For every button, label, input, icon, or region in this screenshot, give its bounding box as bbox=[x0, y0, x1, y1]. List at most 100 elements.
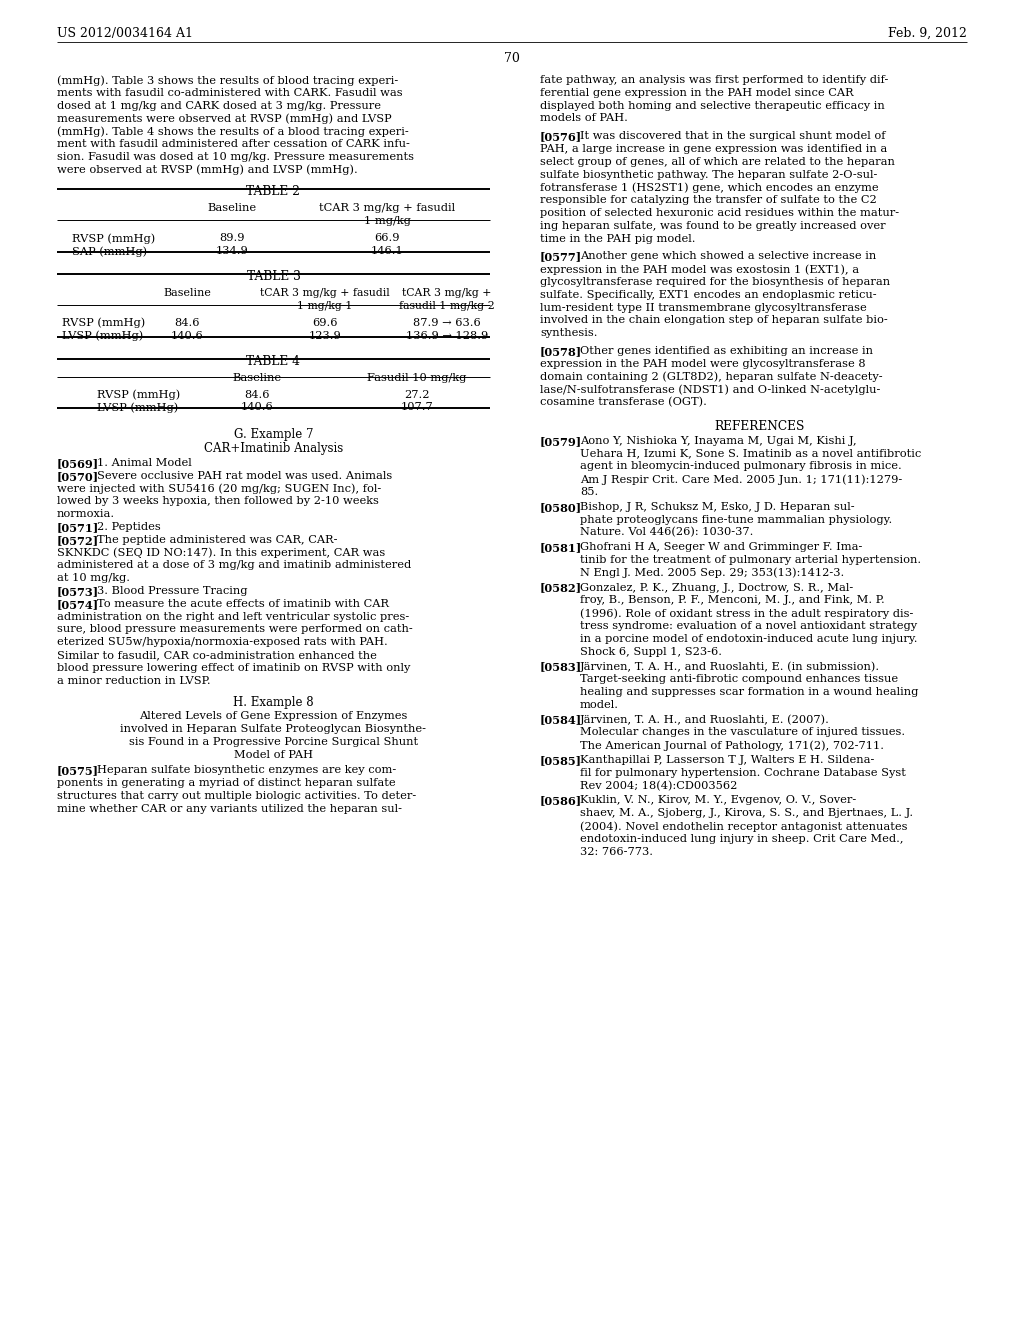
Text: (1996). Role of oxidant stress in the adult respiratory dis-: (1996). Role of oxidant stress in the ad… bbox=[580, 609, 913, 619]
Text: Am J Respir Crit. Care Med. 2005 Jun. 1; 171(11):1279-: Am J Respir Crit. Care Med. 2005 Jun. 1;… bbox=[580, 474, 902, 484]
Text: 85.: 85. bbox=[580, 487, 598, 498]
Text: endotoxin-induced lung injury in sheep. Crit Care Med.,: endotoxin-induced lung injury in sheep. … bbox=[580, 834, 903, 843]
Text: fil for pulmonary hypertension. Cochrane Database Syst: fil for pulmonary hypertension. Cochrane… bbox=[580, 768, 906, 777]
Text: agent in bleomycin-induced pulmonary fibrosis in mice.: agent in bleomycin-induced pulmonary fib… bbox=[580, 462, 902, 471]
Text: healing and suppresses scar formation in a wound healing: healing and suppresses scar formation in… bbox=[580, 686, 919, 697]
Text: 1 mg/kg: 1 mg/kg bbox=[364, 216, 411, 226]
Text: Target-seeking anti-fibrotic compound enhances tissue: Target-seeking anti-fibrotic compound en… bbox=[580, 675, 898, 684]
Text: 146.1: 146.1 bbox=[371, 246, 403, 256]
Text: TABLE 2: TABLE 2 bbox=[247, 185, 300, 198]
Text: RVSP (mmHg): RVSP (mmHg) bbox=[62, 318, 145, 329]
Text: US 2012/0034164 A1: US 2012/0034164 A1 bbox=[57, 26, 193, 40]
Text: 1 mg/kg-1: 1 mg/kg-1 bbox=[297, 301, 352, 310]
Text: sis Found in a Progressive Porcine Surgical Shunt: sis Found in a Progressive Porcine Surgi… bbox=[129, 737, 418, 747]
Text: RVSP (mmHg): RVSP (mmHg) bbox=[72, 234, 156, 244]
Text: LVSP (mmHg): LVSP (mmHg) bbox=[62, 330, 143, 341]
Text: N Engl J. Med. 2005 Sep. 29; 353(13):1412-3.: N Engl J. Med. 2005 Sep. 29; 353(13):141… bbox=[580, 568, 844, 578]
Text: Ghofrani H A, Seeger W and Grimminger F. Ima-: Ghofrani H A, Seeger W and Grimminger F.… bbox=[580, 543, 862, 552]
Text: 84.6: 84.6 bbox=[245, 389, 269, 400]
Text: The American Journal of Pathology, 171(2), 702-711.: The American Journal of Pathology, 171(2… bbox=[580, 741, 884, 751]
Text: 3. Blood Pressure Tracing: 3. Blood Pressure Tracing bbox=[97, 586, 248, 597]
Text: Bishop, J R, Schuksz M, Esko, J D. Heparan sul-: Bishop, J R, Schuksz M, Esko, J D. Hepar… bbox=[580, 502, 855, 512]
Text: 87.9 → 63.6: 87.9 → 63.6 bbox=[413, 318, 481, 327]
Text: froy, B., Benson, P. F., Menconi, M. J., and Fink, M. P.: froy, B., Benson, P. F., Menconi, M. J.,… bbox=[580, 595, 885, 606]
Text: H. Example 8: H. Example 8 bbox=[233, 697, 313, 709]
Text: TABLE 4: TABLE 4 bbox=[247, 355, 300, 367]
Text: administered at a dose of 3 mg/kg and imatinib administered: administered at a dose of 3 mg/kg and im… bbox=[57, 561, 412, 570]
Text: administration on the right and left ventricular systolic pres-: administration on the right and left ven… bbox=[57, 611, 410, 622]
Text: responsible for catalyzing the transfer of sulfate to the C2: responsible for catalyzing the transfer … bbox=[540, 195, 877, 205]
Text: model.: model. bbox=[580, 700, 618, 710]
Text: [0570]: [0570] bbox=[57, 471, 99, 482]
Text: Feb. 9, 2012: Feb. 9, 2012 bbox=[888, 26, 967, 40]
Text: measurements were observed at RVSP (mmHg) and LVSP: measurements were observed at RVSP (mmHg… bbox=[57, 114, 391, 124]
Text: lum-resident type II transmembrane glycosyltransferase: lum-resident type II transmembrane glyco… bbox=[540, 302, 866, 313]
Text: sulfate. Specifically, EXT1 encodes an endoplasmic reticu-: sulfate. Specifically, EXT1 encodes an e… bbox=[540, 290, 877, 300]
Text: ing heparan sulfate, was found to be greatly increased over: ing heparan sulfate, was found to be gre… bbox=[540, 220, 886, 231]
Text: Uehara H, Izumi K, Sone S. Imatinib as a novel antifibrotic: Uehara H, Izumi K, Sone S. Imatinib as a… bbox=[580, 449, 922, 458]
Text: 140.6: 140.6 bbox=[171, 330, 204, 341]
Text: 27.2: 27.2 bbox=[404, 389, 430, 400]
Text: 32: 766-773.: 32: 766-773. bbox=[580, 846, 653, 857]
Text: Molecular changes in the vasculature of injured tissues.: Molecular changes in the vasculature of … bbox=[580, 727, 905, 738]
Text: Kuklin, V. N., Kirov, M. Y., Evgenov, O. V., Sover-: Kuklin, V. N., Kirov, M. Y., Evgenov, O.… bbox=[580, 796, 856, 805]
Text: Järvinen, T. A. H., and Ruoslahti, E. (in submission).: Järvinen, T. A. H., and Ruoslahti, E. (i… bbox=[580, 661, 880, 672]
Text: To measure the acute effects of imatinib with CAR: To measure the acute effects of imatinib… bbox=[97, 599, 389, 609]
Text: (2004). Novel endothelin receptor antagonist attenuates: (2004). Novel endothelin receptor antago… bbox=[580, 821, 907, 832]
Text: [0580]: [0580] bbox=[540, 502, 582, 512]
Text: lowed by 3 weeks hypoxia, then followed by 2-10 weeks: lowed by 3 weeks hypoxia, then followed … bbox=[57, 496, 379, 507]
Text: [0578]: [0578] bbox=[540, 346, 582, 356]
Text: 70: 70 bbox=[504, 51, 520, 65]
Text: [0575]: [0575] bbox=[57, 766, 99, 776]
Text: 136.9 → 128.9: 136.9 → 128.9 bbox=[406, 330, 488, 341]
Text: ments with fasudil co-administered with CARK. Fasudil was: ments with fasudil co-administered with … bbox=[57, 88, 402, 98]
Text: (mmHg). Table 4 shows the results of a blood tracing experi-: (mmHg). Table 4 shows the results of a b… bbox=[57, 127, 409, 137]
Text: 2. Peptides: 2. Peptides bbox=[97, 521, 161, 532]
Text: Fasudil 10 mg/kg: Fasudil 10 mg/kg bbox=[368, 372, 467, 383]
Text: Aono Y, Nishioka Y, Inayama M, Ugai M, Kishi J,: Aono Y, Nishioka Y, Inayama M, Ugai M, K… bbox=[580, 436, 857, 446]
Text: Baseline: Baseline bbox=[163, 288, 211, 298]
Text: dosed at 1 mg/kg and CARK dosed at 3 mg/kg. Pressure: dosed at 1 mg/kg and CARK dosed at 3 mg/… bbox=[57, 100, 381, 111]
Text: [0577]: [0577] bbox=[540, 251, 582, 263]
Text: shaev, M. A., Sjoberg, J., Kirova, S. S., and Bjertnaes, L. J.: shaev, M. A., Sjoberg, J., Kirova, S. S.… bbox=[580, 808, 913, 818]
Text: mine whether CAR or any variants utilized the heparan sul-: mine whether CAR or any variants utilize… bbox=[57, 804, 402, 814]
Text: sulfate biosynthetic pathway. The heparan sulfate 2-O-sul-: sulfate biosynthetic pathway. The hepara… bbox=[540, 169, 878, 180]
Text: 1. Animal Model: 1. Animal Model bbox=[97, 458, 191, 469]
Text: 89.9: 89.9 bbox=[219, 234, 245, 243]
Text: displayed both homing and selective therapeutic efficacy in: displayed both homing and selective ther… bbox=[540, 100, 885, 111]
Text: [0582]: [0582] bbox=[540, 582, 582, 594]
Text: Järvinen, T. A. H., and Ruoslahti, E. (2007).: Järvinen, T. A. H., and Ruoslahti, E. (2… bbox=[580, 714, 829, 725]
Text: fate pathway, an analysis was first performed to identify dif-: fate pathway, an analysis was first perf… bbox=[540, 75, 889, 84]
Text: REFERENCES: REFERENCES bbox=[715, 420, 805, 433]
Text: Heparan sulfate biosynthetic enzymes are key com-: Heparan sulfate biosynthetic enzymes are… bbox=[97, 766, 396, 775]
Text: RVSP (mmHg): RVSP (mmHg) bbox=[97, 389, 180, 400]
Text: [0572]: [0572] bbox=[57, 535, 99, 545]
Text: glycosyltransferase required for the biosynthesis of heparan: glycosyltransferase required for the bio… bbox=[540, 277, 890, 286]
Text: Another gene which showed a selective increase in: Another gene which showed a selective in… bbox=[580, 251, 877, 261]
Text: fotransferase 1 (HS2ST1) gene, which encodes an enzyme: fotransferase 1 (HS2ST1) gene, which enc… bbox=[540, 182, 879, 193]
Text: Shock 6, Suppl 1, S23-6.: Shock 6, Suppl 1, S23-6. bbox=[580, 647, 722, 656]
Text: 123.9: 123.9 bbox=[308, 330, 341, 341]
Text: [0584]: [0584] bbox=[540, 714, 582, 726]
Text: lase/N-sulfotransferase (NDST1) and O-linked N-acetylglu-: lase/N-sulfotransferase (NDST1) and O-li… bbox=[540, 384, 881, 395]
Text: Altered Levels of Gene Expression of Enzymes: Altered Levels of Gene Expression of Enz… bbox=[139, 711, 408, 721]
Text: G. Example 7: G. Example 7 bbox=[233, 429, 313, 441]
Text: were injected with SU5416 (20 mg/kg; SUGEN Inc), fol-: were injected with SU5416 (20 mg/kg; SUG… bbox=[57, 483, 381, 494]
Text: expression in the PAH model was exostosin 1 (EXT1), a: expression in the PAH model was exostosi… bbox=[540, 264, 859, 275]
Text: Kanthapillai P, Lasserson T J, Walters E H. Sildena-: Kanthapillai P, Lasserson T J, Walters E… bbox=[580, 755, 874, 766]
Text: at 10 mg/kg.: at 10 mg/kg. bbox=[57, 573, 130, 583]
Text: Baseline: Baseline bbox=[232, 372, 282, 383]
Text: eterized SU5w/hypoxia/normoxia-exposed rats with PAH.: eterized SU5w/hypoxia/normoxia-exposed r… bbox=[57, 638, 388, 647]
Text: sure, blood pressure measurements were performed on cath-: sure, blood pressure measurements were p… bbox=[57, 624, 413, 635]
Text: cosamine transferase (OGT).: cosamine transferase (OGT). bbox=[540, 397, 707, 408]
Text: SKNKDC (SEQ ID NO:147). In this experiment, CAR was: SKNKDC (SEQ ID NO:147). In this experime… bbox=[57, 548, 385, 558]
Text: normoxia.: normoxia. bbox=[57, 510, 115, 519]
Text: in a porcine model of endotoxin-induced acute lung injury.: in a porcine model of endotoxin-induced … bbox=[580, 634, 918, 644]
Text: PAH, a large increase in gene expression was identified in a: PAH, a large increase in gene expression… bbox=[540, 144, 887, 154]
Text: [0585]: [0585] bbox=[540, 755, 582, 766]
Text: [0569]: [0569] bbox=[57, 458, 99, 469]
Text: 66.9: 66.9 bbox=[374, 234, 399, 243]
Text: sion. Fasudil was dosed at 10 mg/kg. Pressure measurements: sion. Fasudil was dosed at 10 mg/kg. Pre… bbox=[57, 152, 414, 162]
Text: tress syndrome: evaluation of a novel antioxidant strategy: tress syndrome: evaluation of a novel an… bbox=[580, 620, 918, 631]
Text: LVSP (mmHg): LVSP (mmHg) bbox=[97, 403, 178, 413]
